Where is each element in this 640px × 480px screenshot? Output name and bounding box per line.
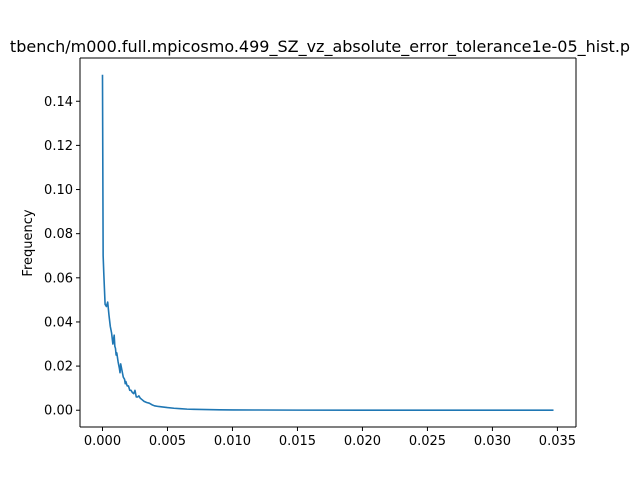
y-tick-label: 0.12 bbox=[44, 139, 73, 154]
x-tick-label: 0.005 bbox=[149, 434, 186, 449]
y-tick-label: 0.02 bbox=[44, 360, 73, 375]
x-tick-label: 0.025 bbox=[409, 434, 446, 449]
y-tick-label: 0.06 bbox=[44, 271, 73, 286]
y-tick-label: 0.04 bbox=[44, 315, 73, 330]
series-line bbox=[101, 74, 554, 412]
x-axis: 0.000 0.005 0.010 0.015 0.020 0.025 0.030 0.035 bbox=[84, 427, 576, 449]
y-tick-label: 0.14 bbox=[44, 95, 73, 110]
series-layer bbox=[101, 74, 554, 412]
axes-frame bbox=[79, 57, 577, 428]
y-tick-label: 0.10 bbox=[44, 183, 73, 198]
x-tick-label: 0.010 bbox=[214, 434, 251, 449]
x-tick-label: 0.035 bbox=[539, 434, 576, 449]
y-axis-label: Frequency bbox=[21, 209, 36, 276]
y-axis: 0.00 0.02 0.04 0.06 0.08 0.10 0.12 0.14 bbox=[44, 95, 80, 419]
y-tick-label: 0.08 bbox=[44, 227, 73, 242]
x-tick-label: 0.020 bbox=[344, 434, 381, 449]
plot-area bbox=[80, 58, 576, 427]
y-tick-label: 0.00 bbox=[44, 404, 73, 419]
x-tick-label: 0.000 bbox=[84, 434, 121, 449]
x-tick-label: 0.030 bbox=[474, 434, 511, 449]
x-tick-label: 0.015 bbox=[279, 434, 316, 449]
chart-title: tbench/m000.full.mpicosmo.499_SZ_vz_abso… bbox=[10, 37, 630, 57]
